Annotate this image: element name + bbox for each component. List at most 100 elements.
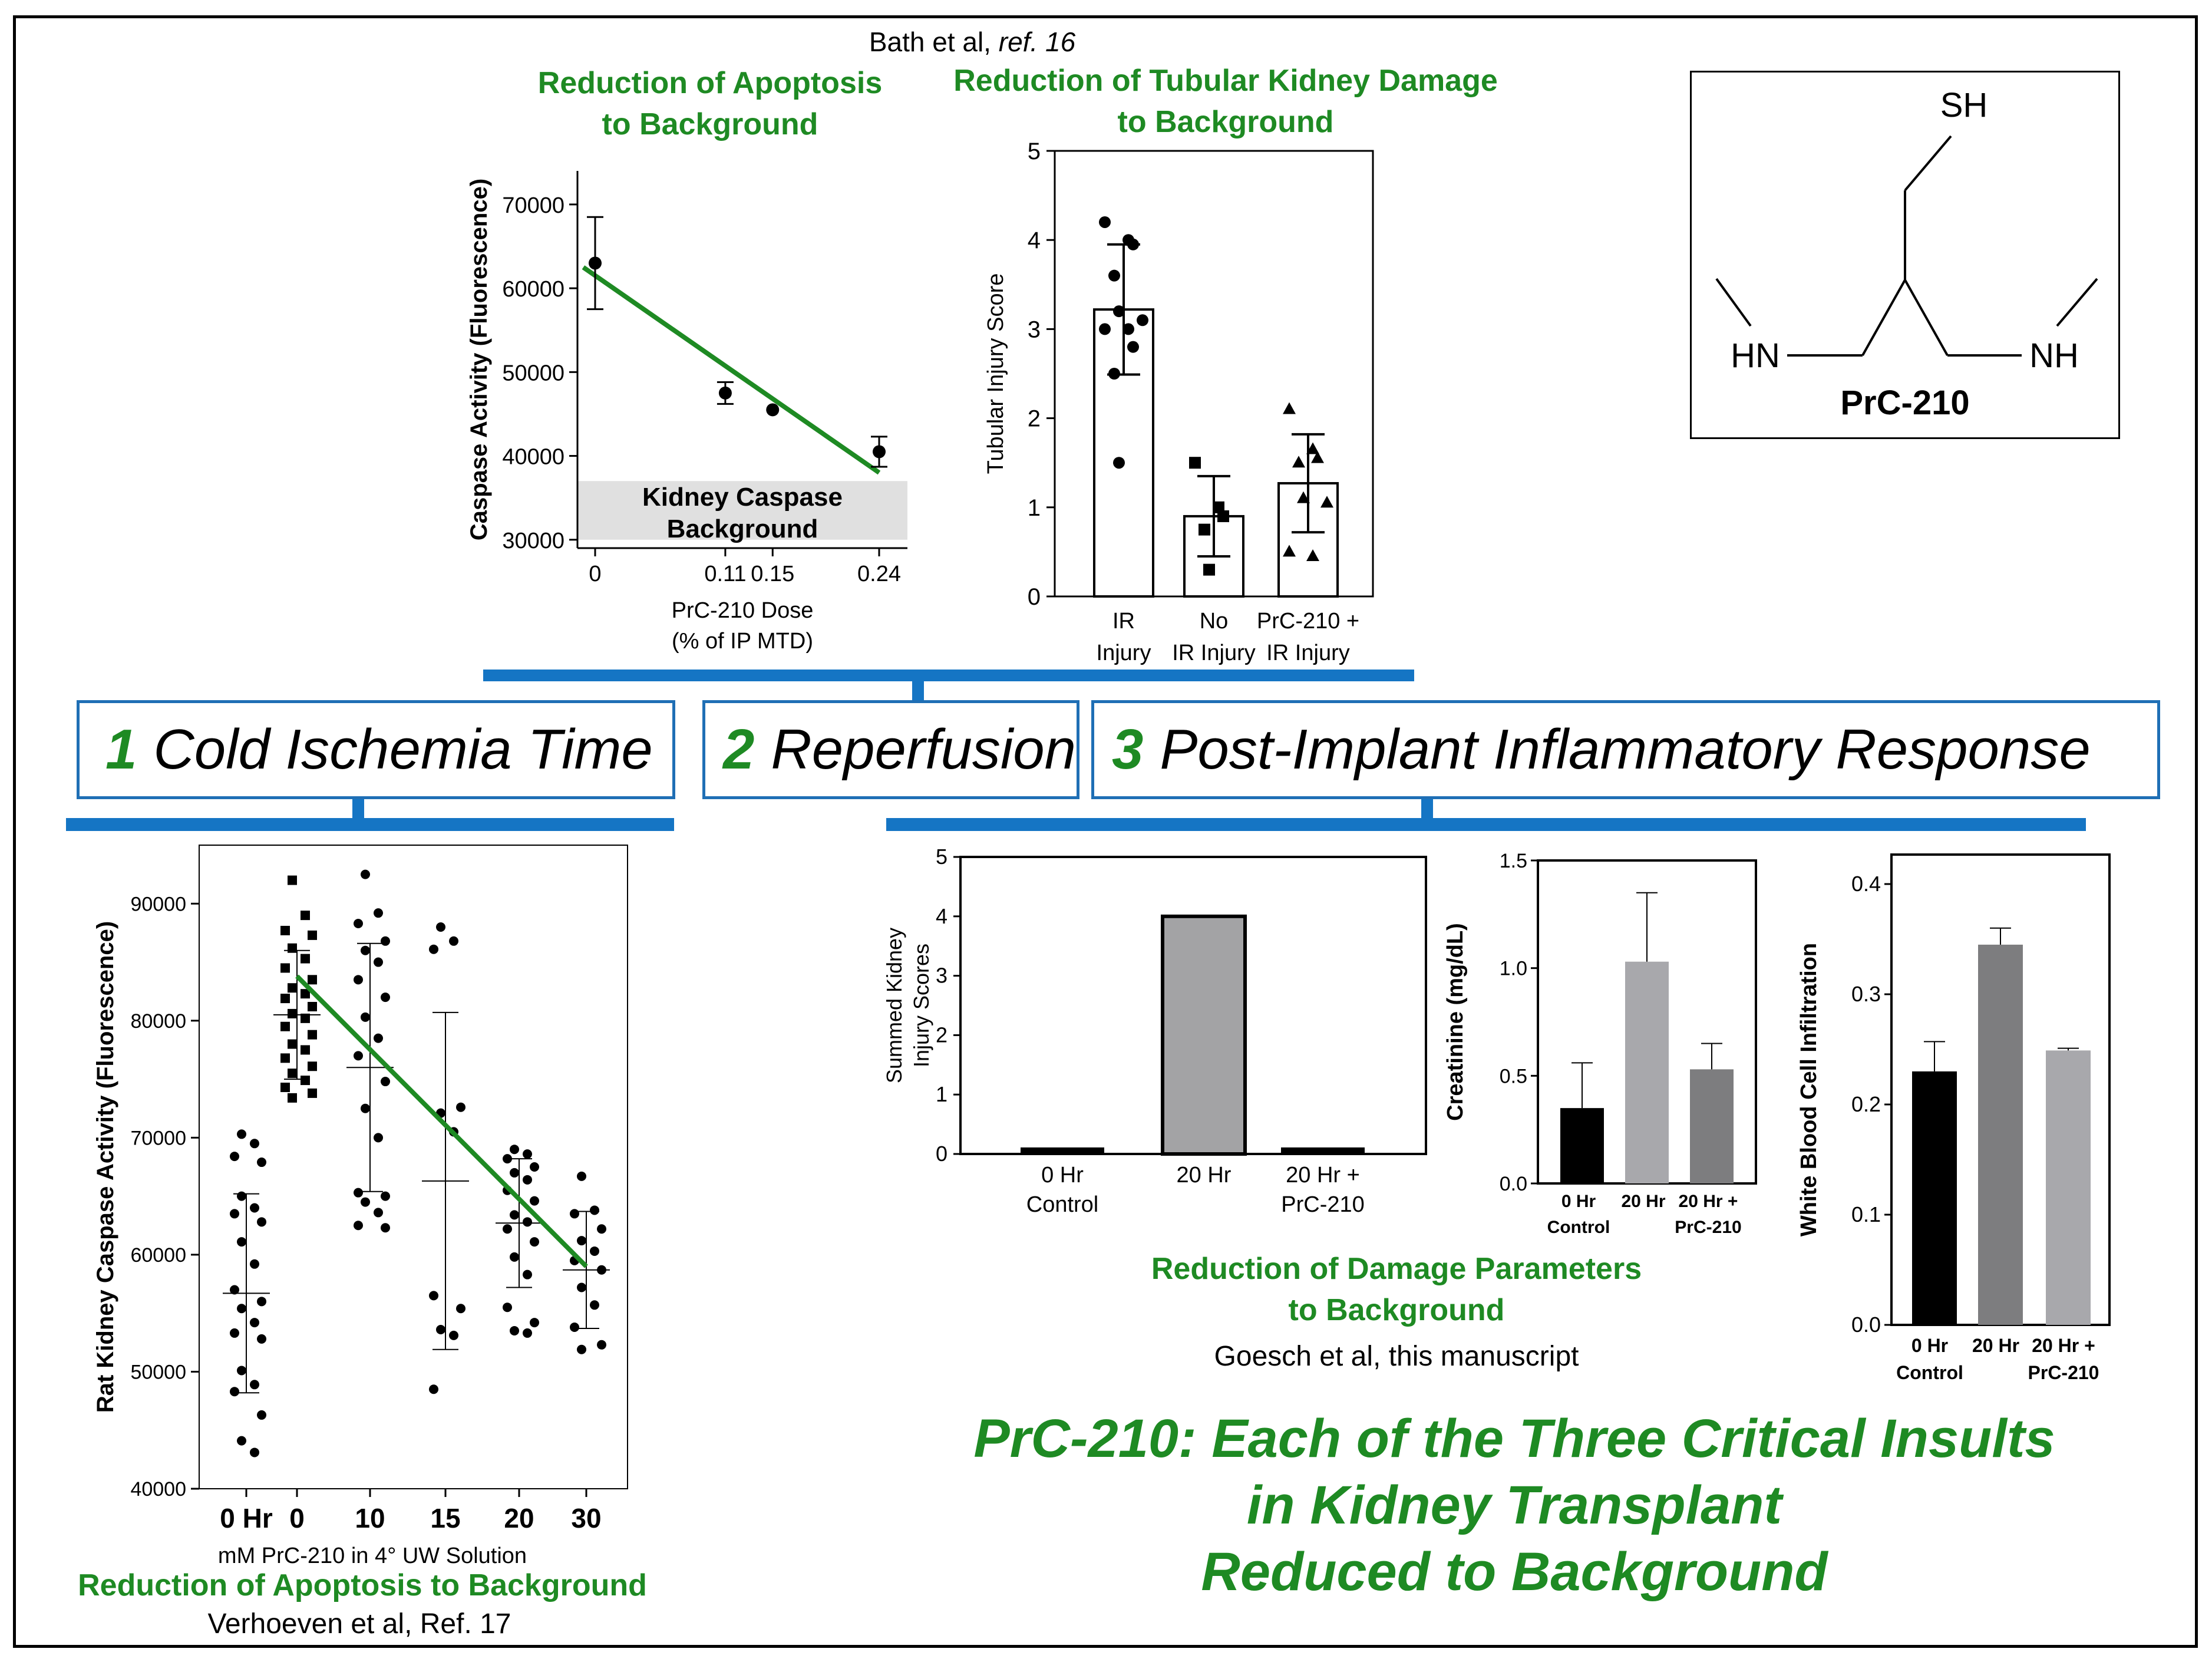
x-tick-label: 30: [571, 1503, 601, 1534]
summed-kidney-chart: 0 1 2 3 4 5 Summed Kidney Injury Scores 0 Hr Cont…: [882, 845, 1427, 1217]
data-point: [590, 1246, 599, 1256]
data-point: [429, 1291, 438, 1301]
heading-tubular-line2: to Background: [1117, 105, 1334, 139]
stage-2-label: Reperfusion: [771, 718, 1077, 781]
data-point: [590, 1205, 599, 1215]
data-point: [597, 1340, 606, 1350]
x-label-line2: Injury: [1097, 641, 1151, 665]
band-label-line2: Background: [667, 515, 818, 543]
data-point: [1108, 368, 1120, 380]
y-tick-label: 4: [1028, 227, 1041, 253]
y-axis-label: Creatinine (mg/dL): [1443, 923, 1468, 1121]
data-point: [361, 1103, 370, 1113]
data-point: [1283, 402, 1296, 414]
data-point: [1113, 305, 1125, 318]
y-tick-label: 1.5: [1500, 850, 1527, 872]
data-point: [766, 403, 780, 417]
data-point: [230, 1285, 239, 1295]
y-tick-label: 1.0: [1500, 958, 1527, 980]
molecule-structure: SH HN NH PrC-210: [1715, 86, 2098, 422]
data-point: [530, 1318, 539, 1328]
y-tick-label: 80000: [130, 1010, 186, 1033]
data-point: [301, 1045, 310, 1055]
data-point: [456, 1304, 465, 1314]
y-axis-label: White Blood Cell Infiltration: [1797, 943, 1821, 1236]
data-point: [381, 1077, 390, 1087]
data-point: [288, 983, 297, 993]
x-label-line2: Control: [1026, 1192, 1099, 1217]
heading-damage-params: Reduction of Damage Parameters to Backgr…: [1061, 1248, 1732, 1331]
data-point: [308, 1061, 317, 1071]
data-point: [1203, 563, 1215, 576]
data-point: [250, 1318, 259, 1328]
data-point: [257, 1158, 266, 1168]
data-point: [590, 1300, 599, 1310]
y-tick-label: 40000: [130, 1478, 186, 1501]
data-point: [503, 1302, 512, 1313]
y-tick-label: 5: [936, 845, 947, 869]
caspase-dose-chart: Kidney Caspase Background 30000 40000 50000 6…: [466, 171, 907, 654]
x-label-line1: 20 Hr: [1177, 1163, 1232, 1188]
data-point: [577, 1282, 586, 1292]
data-point: [1099, 216, 1111, 228]
data-point: [510, 1210, 519, 1220]
data-point: [523, 1175, 532, 1185]
data-point: [1320, 496, 1333, 508]
atom-nh: NH: [2029, 337, 2079, 375]
citation-bath-prefix: Bath et al,: [869, 27, 999, 57]
stage-reperfusion: 2 Reperfusion: [702, 700, 1079, 799]
data-point: [577, 1171, 586, 1181]
stage-3-number: 3: [1112, 718, 1144, 781]
data-point: [250, 1203, 259, 1213]
y-tick-label: 2: [1028, 406, 1041, 432]
data-point: [280, 1021, 290, 1031]
x-label-line1: 20 Hr +: [1286, 1163, 1360, 1188]
band-label-line1: Kidney Caspase: [642, 483, 843, 512]
stage-inflammatory: 3 Post-Implant Inflammatory Response: [1091, 700, 2160, 799]
y-tick-label: 90000: [130, 893, 186, 915]
data-point: [1189, 457, 1201, 469]
data-point: [354, 919, 363, 929]
connector-top-stem: [912, 678, 924, 701]
data-point: [1113, 457, 1125, 469]
y-tick-label: 0.3: [1851, 982, 1881, 1006]
data-point: [381, 936, 390, 946]
y-tick-label: 1: [936, 1082, 947, 1106]
data-point: [456, 1102, 465, 1112]
y-tick-label: 5: [1028, 138, 1041, 164]
data-point: [280, 1082, 290, 1092]
y-tick-label: 70000: [130, 1127, 186, 1149]
data-point: [237, 1366, 246, 1376]
data-point: [361, 1197, 370, 1207]
y-tick-label: 3: [1028, 316, 1041, 342]
x-label-line1: 20 Hr: [1621, 1192, 1665, 1211]
data-point: [280, 994, 290, 1004]
x-label-line1: 0 Hr: [1561, 1192, 1596, 1211]
data-point: [523, 1149, 532, 1159]
x-tick-label: 10: [355, 1503, 385, 1534]
x-tick-label: 20: [504, 1503, 534, 1534]
data-point: [308, 975, 317, 985]
heading-damage-line2: to Background: [1288, 1293, 1505, 1327]
y-tick-label: 50000: [130, 1361, 186, 1383]
x-tick-label: 0 Hr: [220, 1503, 273, 1534]
data-point: [374, 1133, 383, 1143]
data-point: [361, 1012, 370, 1022]
y-axis-label: Rat Kidney Caspase Activity (Fluorescenc…: [93, 921, 118, 1413]
data-point: [354, 1051, 363, 1061]
bar: [1560, 1108, 1604, 1183]
x-label-line1: PrC-210 +: [1257, 609, 1359, 634]
data-point: [280, 1053, 290, 1063]
data-point: [361, 869, 370, 879]
data-point: [354, 1188, 363, 1198]
data-point: [230, 1328, 239, 1338]
x-label-line2: IR Injury: [1172, 641, 1255, 665]
bar: [1281, 1147, 1365, 1155]
bar: [1161, 914, 1247, 1156]
data-point: [280, 963, 290, 973]
data-point: [1283, 545, 1296, 557]
bar: [1093, 308, 1154, 598]
data-point: [230, 1152, 239, 1162]
rat-caspase-chart: 40000 50000 60000 70000 80000 90000 0 Hr 0 10 15 2…: [93, 845, 628, 1568]
data-point: [301, 954, 310, 964]
